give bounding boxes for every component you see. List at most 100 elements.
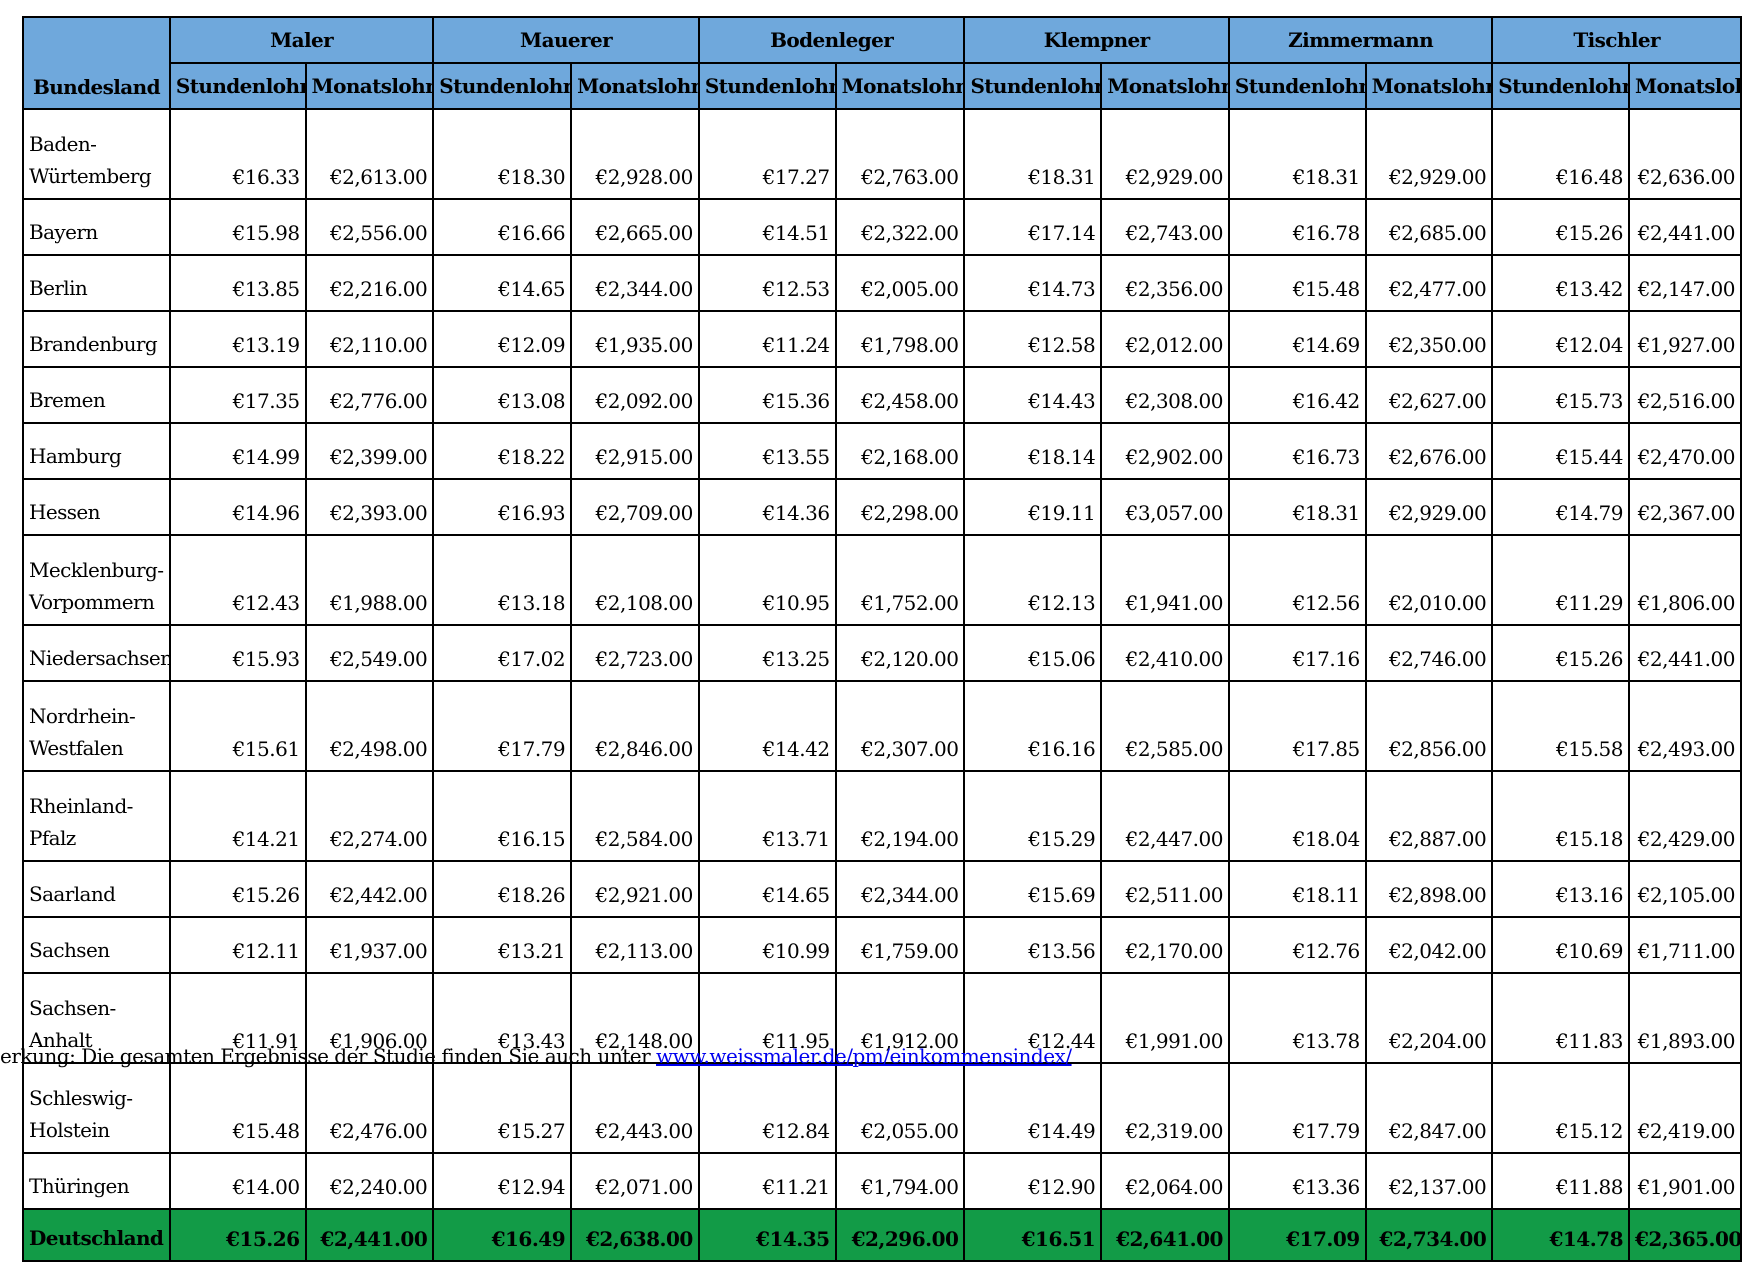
hourly-wage-cell: €12.84 xyxy=(697,1062,837,1154)
state-cell: Schleswig-Holstein xyxy=(22,1062,171,1154)
footnote-text: erkung: Die gesamten Ergebnisse der Stud… xyxy=(0,1044,657,1068)
table-row: Bayern €15.98 €2,556.00 €16.66 €2,665.00 €14.… xyxy=(22,198,1742,256)
hourly-wage-cell: €12.53 xyxy=(697,254,837,312)
hourly-wage-cell: €15.58 xyxy=(1491,680,1630,772)
hourly-wage-header: Stundenlohn xyxy=(963,62,1103,110)
hourly-wage-cell: €15.26 xyxy=(168,860,307,918)
hourly-wage-cell: €15.69 xyxy=(963,860,1103,918)
hourly-wage-cell: €14.65 xyxy=(432,254,573,312)
state-cell: Rheinland-Pfalz xyxy=(22,770,171,862)
hourly-wage-cell: €11.83 xyxy=(1491,972,1630,1064)
monthly-wage-cell: €2,005.00 xyxy=(834,254,966,312)
hourly-wage-cell: €17.85 xyxy=(1227,680,1367,772)
monthly-wage-cell: €2,929.00 xyxy=(1364,478,1494,536)
hourly-wage-cell: €12.13 xyxy=(963,534,1103,626)
hourly-wage-cell: €13.08 xyxy=(432,366,573,424)
hourly-wage-cell: €12.76 xyxy=(1227,916,1367,974)
hourly-wage-cell: €16.48 xyxy=(1491,108,1630,200)
monthly-wage-cell: €2,549.00 xyxy=(304,624,435,682)
monthly-wage-cell: €2,064.00 xyxy=(1100,1152,1230,1210)
hourly-wage-cell: €13.56 xyxy=(963,916,1103,974)
monthly-wage-cell: €2,147.00 xyxy=(1628,254,1742,312)
monthly-wage-header: Monatslohn xyxy=(1364,62,1494,110)
monthly-wage-cell: €2,846.00 xyxy=(570,680,700,772)
hourly-wage-header: Stundenlohn xyxy=(1491,62,1630,110)
hourly-wage-cell: €13.71 xyxy=(697,770,837,862)
monthly-wage-cell: €2,055.00 xyxy=(834,1062,966,1154)
hourly-wage-cell: €14.43 xyxy=(963,366,1103,424)
monthly-wage-cell: €1,927.00 xyxy=(1628,310,1742,368)
monthly-wage-cell: €2,322.00 xyxy=(834,198,966,256)
hourly-wage-cell: €13.16 xyxy=(1491,860,1630,918)
monthly-wage-cell: €2,776.00 xyxy=(304,366,435,424)
monthly-wage-cell: €1,798.00 xyxy=(834,310,966,368)
state-cell: Saarland xyxy=(22,860,171,918)
monthly-wage-cell: €2,921.00 xyxy=(570,860,700,918)
monthly-wage-cell: €2,511.00 xyxy=(1100,860,1230,918)
trade-header: Zimmermann xyxy=(1227,16,1494,64)
monthly-wage-cell: €2,307.00 xyxy=(834,680,966,772)
table-row: Niedersachsen €15.93 €2,549.00 €17.02 €2,723… xyxy=(22,624,1742,682)
hourly-wage-cell: €15.61 xyxy=(168,680,307,772)
table-row: Mecklenburg-Vorpommern €12.43 €1,988.00 €13… xyxy=(22,534,1742,626)
monthly-wage-cell: €2,240.00 xyxy=(304,1152,435,1210)
hourly-wage-cell: €13.42 xyxy=(1491,254,1630,312)
hourly-wage-cell: €15.27 xyxy=(432,1062,573,1154)
hourly-wage-cell: €10.99 xyxy=(697,916,837,974)
hourly-wage-cell: €14.96 xyxy=(168,478,307,536)
hourly-wage-cell: €13.19 xyxy=(168,310,307,368)
monthly-wage-cell: €3,057.00 xyxy=(1100,478,1230,536)
state-cell: Sachsen-Anhalt xyxy=(22,972,171,1064)
study-link[interactable]: www.weissmaler.de/pm/einkommensindex/ xyxy=(656,1044,1072,1068)
monthly-wage-cell: €2,113.00 xyxy=(570,916,700,974)
hourly-wage-cell: €12.09 xyxy=(432,310,573,368)
monthly-wage-cell: €2,344.00 xyxy=(834,860,966,918)
hourly-wage-cell: €17.14 xyxy=(963,198,1103,256)
state-cell: Baden-Würtemberg xyxy=(22,108,171,200)
monthly-wage-cell: €2,638.00 xyxy=(570,1208,700,1262)
hourly-wage-cell: €14.99 xyxy=(168,422,307,480)
hourly-wage-cell: €15.12 xyxy=(1491,1062,1630,1154)
hourly-wage-cell: €13.36 xyxy=(1227,1152,1367,1210)
monthly-wage-cell: €1,912.00 xyxy=(834,972,966,1064)
monthly-wage-cell: €2,847.00 xyxy=(1364,1062,1494,1154)
hourly-wage-cell: €15.48 xyxy=(1227,254,1367,312)
monthly-wage-cell: €2,676.00 xyxy=(1364,422,1494,480)
state-cell: Berlin xyxy=(22,254,171,312)
table-row: Baden-Würtemberg €16.33 €2,613.00 €18.30 €2,… xyxy=(22,108,1742,200)
monthly-wage-cell: €2,356.00 xyxy=(1100,254,1230,312)
hourly-wage-cell: €15.26 xyxy=(168,1208,307,1262)
hourly-wage-cell: €14.49 xyxy=(963,1062,1103,1154)
monthly-wage-cell: €2,441.00 xyxy=(304,1208,435,1262)
monthly-wage-cell: €1,794.00 xyxy=(834,1152,966,1210)
monthly-wage-cell: €1,906.00 xyxy=(304,972,435,1064)
monthly-wage-cell: €2,746.00 xyxy=(1364,624,1494,682)
monthly-wage-cell: €2,902.00 xyxy=(1100,422,1230,480)
hourly-wage-cell: €14.69 xyxy=(1227,310,1367,368)
monthly-wage-cell: €2,168.00 xyxy=(834,422,966,480)
monthly-wage-cell: €2,743.00 xyxy=(1100,198,1230,256)
monthly-wage-cell: €2,105.00 xyxy=(1628,860,1742,918)
monthly-wage-cell: €2,410.00 xyxy=(1100,624,1230,682)
monthly-wage-cell: €2,204.00 xyxy=(1364,972,1494,1064)
monthly-wage-header: Monatslohn xyxy=(1628,62,1742,110)
monthly-wage-cell: €2,763.00 xyxy=(834,108,966,200)
wage-type-header-row: Stundenlohn Monatslohn Stundenlohn Monat… xyxy=(23,62,1742,110)
monthly-wage-cell: €2,613.00 xyxy=(304,108,435,200)
monthly-wage-cell: €2,709.00 xyxy=(570,478,700,536)
monthly-wage-header: Monatslohn xyxy=(304,62,435,110)
monthly-wage-cell: €2,556.00 xyxy=(304,198,435,256)
hourly-wage-cell: €12.56 xyxy=(1227,534,1367,626)
monthly-wage-cell: €2,108.00 xyxy=(570,534,700,626)
hourly-wage-cell: €16.66 xyxy=(432,198,573,256)
hourly-wage-cell: €14.79 xyxy=(1491,478,1630,536)
hourly-wage-cell: €15.44 xyxy=(1491,422,1630,480)
hourly-wage-cell: €14.51 xyxy=(697,198,837,256)
monthly-wage-cell: €2,734.00 xyxy=(1364,1208,1494,1262)
hourly-wage-cell: €14.73 xyxy=(963,254,1103,312)
monthly-wage-cell: €2,498.00 xyxy=(304,680,435,772)
monthly-wage-cell: €2,636.00 xyxy=(1628,108,1742,200)
hourly-wage-cell: €15.73 xyxy=(1491,366,1630,424)
hourly-wage-cell: €16.49 xyxy=(432,1208,573,1262)
table-row: Hessen €14.96 €2,393.00 €16.93 €2,709.00 €14.… xyxy=(22,478,1742,536)
